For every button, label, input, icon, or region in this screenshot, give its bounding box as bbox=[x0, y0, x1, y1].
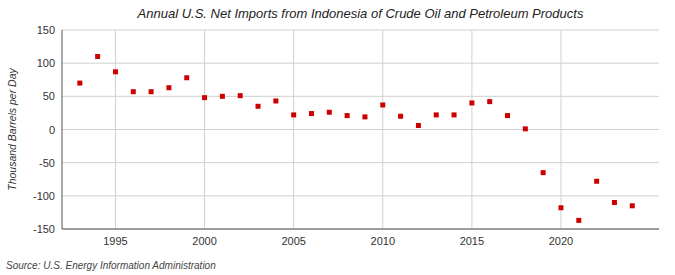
point bbox=[291, 112, 296, 117]
point bbox=[541, 170, 546, 175]
y-grid-line bbox=[62, 195, 659, 196]
x-grid-line bbox=[471, 30, 472, 229]
point bbox=[202, 95, 207, 100]
point bbox=[166, 85, 171, 90]
grid bbox=[62, 30, 659, 229]
x-grid-line bbox=[115, 30, 116, 229]
point bbox=[558, 205, 563, 210]
point bbox=[630, 203, 635, 208]
x-grid-line bbox=[293, 30, 294, 229]
point bbox=[469, 100, 474, 105]
x-tick-label: 2020 bbox=[549, 235, 573, 247]
y-tick-label: -50 bbox=[39, 157, 55, 169]
point bbox=[612, 200, 617, 205]
y-tick-label: -100 bbox=[33, 190, 55, 202]
x-tick-label: 2000 bbox=[192, 235, 216, 247]
x-tick-label: 2005 bbox=[281, 235, 305, 247]
point bbox=[184, 75, 189, 80]
point bbox=[523, 126, 528, 131]
point bbox=[273, 98, 278, 103]
points bbox=[77, 54, 634, 223]
point bbox=[505, 113, 510, 118]
y-tick-label: 150 bbox=[37, 24, 55, 36]
x-axis-line bbox=[62, 229, 659, 230]
point bbox=[131, 89, 136, 94]
point bbox=[149, 89, 154, 94]
point bbox=[327, 110, 332, 115]
point bbox=[434, 112, 439, 117]
ticks: -150 -100 -50 0 50 100 150 1995 2000 2005 2010 2015… bbox=[33, 24, 573, 247]
point bbox=[380, 102, 385, 107]
x-grid-line bbox=[560, 30, 561, 229]
point bbox=[95, 54, 100, 59]
point bbox=[220, 94, 225, 99]
y-tick-label: -150 bbox=[33, 223, 55, 235]
y-tick-label: 50 bbox=[43, 90, 55, 102]
y-grid-line bbox=[62, 30, 659, 31]
point bbox=[362, 114, 367, 119]
chart: -150 -100 -50 0 50 100 150 1995 2000 2005 2010 2015… bbox=[0, 0, 675, 275]
point bbox=[398, 114, 403, 119]
y-axis-line bbox=[62, 30, 63, 229]
x-tick-label: 1995 bbox=[103, 235, 127, 247]
point bbox=[113, 69, 118, 74]
y-axis-label: Thousand Barrels per Day bbox=[6, 67, 18, 190]
source-note: Source: U.S. Energy Information Administ… bbox=[6, 260, 216, 271]
y-grid-line bbox=[62, 162, 659, 163]
x-tick-label: 2015 bbox=[460, 235, 484, 247]
title: Annual U.S. Net Imports from Indonesia o… bbox=[137, 6, 584, 21]
point bbox=[238, 93, 243, 98]
point bbox=[576, 218, 581, 223]
point bbox=[487, 99, 492, 104]
y-grid-line bbox=[62, 63, 659, 64]
point bbox=[452, 112, 457, 117]
y-tick-label: 100 bbox=[37, 57, 55, 69]
point bbox=[594, 179, 599, 184]
x-tick-label: 2010 bbox=[371, 235, 395, 247]
point bbox=[416, 123, 421, 128]
y-grid-line bbox=[62, 96, 659, 97]
point bbox=[309, 111, 314, 116]
point bbox=[256, 104, 261, 109]
y-grid-line bbox=[62, 229, 659, 230]
x-grid-line bbox=[382, 30, 383, 229]
point bbox=[345, 113, 350, 118]
point bbox=[77, 81, 82, 86]
x-grid-line bbox=[204, 30, 205, 229]
y-tick-label: 0 bbox=[49, 124, 55, 136]
y-grid-line bbox=[62, 129, 659, 130]
